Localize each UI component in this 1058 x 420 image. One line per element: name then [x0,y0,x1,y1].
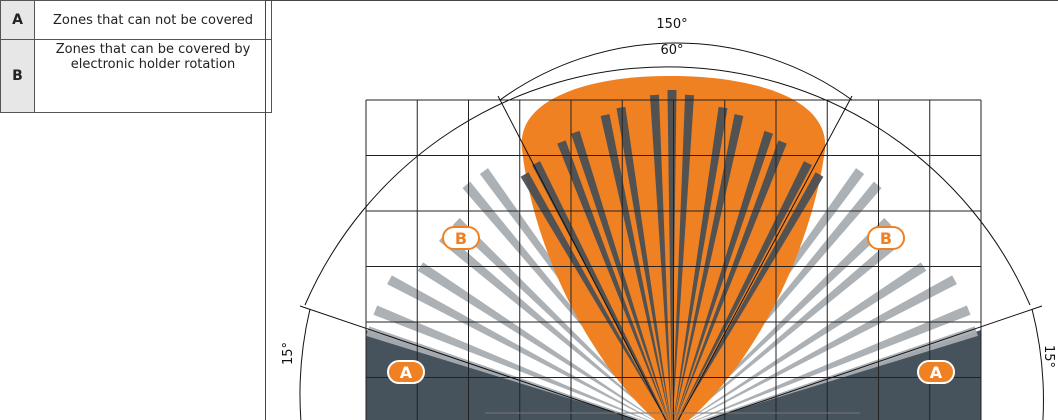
arc-15-right [1031,308,1044,420]
marker-b-left: B [442,226,480,250]
arc-15-left [299,308,311,420]
guide-15-right [705,305,1043,420]
legend-row-b: B Zones that can be covered by electroni… [0,39,272,113]
dark-beam [616,106,671,420]
detection-beams [520,90,824,420]
marker-a-left: A [387,360,425,384]
arc-60 [499,42,853,101]
marker-b-right: B [867,226,905,250]
label-15-right: 15° [1041,345,1056,368]
light-beam [417,262,658,420]
dark-beam [675,130,774,420]
light-beam [686,262,927,420]
grid [365,99,982,420]
dark-beam [676,161,812,420]
light-beam [452,218,662,420]
marker-a-right: A [917,360,955,384]
label-150: 150° [656,17,687,32]
arc-150 [304,66,1031,306]
legend-key-a: A [0,0,35,40]
angle-guides [299,42,1044,420]
dark-beam [672,94,695,420]
dark-beam [673,114,744,420]
light-beam [366,326,643,420]
legend-key-b: B [0,39,35,113]
dark-beam [520,172,667,420]
legend-row-a: A Zones that can not be covered [0,0,272,40]
dark-beam [667,90,677,420]
light-beam [690,275,957,420]
light-beam [701,326,978,420]
dark-beam [570,130,669,420]
dark-beam [675,140,787,420]
light-beam [373,305,649,420]
label-15-left: 15° [281,342,296,365]
dark-beam [557,140,669,420]
legend-text-a: Zones that can not be covered [34,0,272,40]
guide-60-left [497,95,667,420]
legend-table: A Zones that can not be covered B Zones … [0,0,272,113]
dark-beam [600,114,671,420]
dark-beam [649,94,672,420]
dark-beam [677,172,824,420]
guide-60-right [677,95,853,420]
marker-b-right-label: B [880,229,892,248]
light-beam [387,275,654,420]
light-beam [438,233,661,420]
guide-15-left [299,305,639,420]
frame-left-border [265,0,266,420]
label-60: 60° [660,43,683,58]
frame-top-border [265,0,1058,1]
light-beam [695,305,971,420]
dark-beam [673,106,728,420]
light-beam [683,233,906,420]
legend-text-b: Zones that can be covered by electronic … [34,39,272,113]
marker-b-left-label: B [455,229,467,248]
marker-a-right-label: A [930,363,943,382]
marker-a-left-label: A [400,363,413,382]
